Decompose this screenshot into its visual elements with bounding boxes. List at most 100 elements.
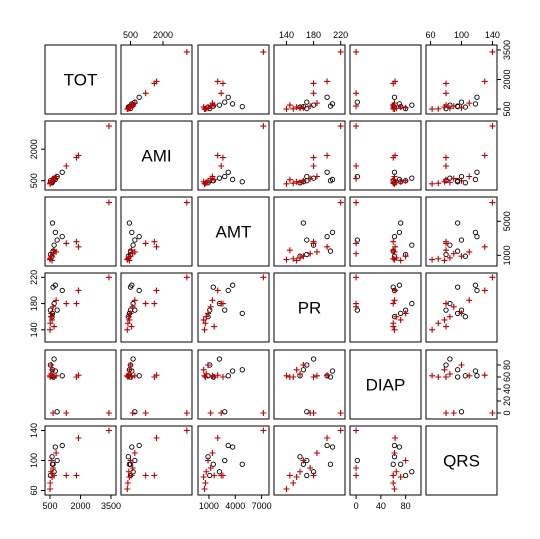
data-point-plus: [300, 457, 307, 464]
data-point-plus: [337, 427, 344, 434]
data-point-plus: [211, 472, 218, 479]
data-point-circle: [59, 373, 65, 379]
data-point-plus: [313, 372, 320, 379]
data-point-plus: [429, 180, 436, 187]
data-point-plus: [125, 468, 132, 475]
data-point-circle: [216, 356, 223, 362]
data-point-plus: [153, 435, 160, 441]
data-point-plus: [297, 254, 304, 261]
data-point-plus: [293, 366, 300, 373]
data-point-plus: [481, 152, 488, 159]
data-point-plus: [458, 310, 465, 317]
panel-frame: [44, 349, 117, 420]
tick-label-bottom-DIAP: 40: [376, 501, 386, 511]
data-point-circle: [396, 101, 403, 107]
data-point-plus: [402, 457, 409, 464]
data-point-plus: [203, 313, 210, 320]
data-point-plus: [214, 435, 221, 441]
data-point-plus: [75, 372, 82, 379]
data-point-plus: [283, 486, 290, 492]
panel-frame: [120, 120, 193, 191]
data-point-circle: [354, 457, 360, 464]
data-point-plus: [125, 313, 132, 320]
data-point-plus: [443, 163, 450, 169]
data-point-circle: [304, 173, 310, 180]
tick-label-right-TOT: 500: [502, 102, 512, 117]
panel-frame: [120, 349, 193, 420]
data-point-plus: [310, 154, 317, 161]
data-point-circle: [136, 287, 142, 294]
data-point-circle: [472, 176, 479, 183]
data-point-plus: [458, 104, 465, 111]
data-point-plus: [443, 90, 450, 97]
data-point-plus: [307, 465, 314, 471]
data-point-circle: [216, 469, 223, 475]
data-point-circle: [210, 461, 216, 467]
data-point-plus: [200, 366, 207, 373]
tick-label-right-TOT: 3500: [502, 40, 512, 60]
data-point-plus: [127, 362, 134, 368]
data-point-plus: [203, 468, 210, 475]
data-point-plus: [481, 78, 488, 85]
data-point-plus: [300, 362, 307, 368]
data-point-circle: [472, 282, 479, 288]
panel-frame: [197, 120, 270, 191]
variable-label-AMI: AMI: [141, 147, 171, 166]
data-point-circle: [354, 307, 360, 313]
data-point-plus: [73, 472, 80, 479]
data-point-circle: [472, 368, 479, 374]
tick-label-right-TOT: 2000: [502, 69, 512, 89]
data-point-circle: [216, 102, 223, 108]
data-point-plus: [47, 371, 54, 377]
data-point-plus: [466, 372, 473, 379]
data-point-plus: [47, 320, 54, 327]
panel-TOT-vs-QRS: [425, 44, 498, 115]
data-point-plus: [209, 173, 216, 180]
panel-PR-vs-TOT: [44, 272, 117, 343]
data-point-plus: [397, 104, 404, 111]
panel-AMT-vs-DIAP: [349, 196, 422, 267]
data-point-plus: [353, 250, 360, 257]
data-point-circle: [130, 356, 136, 362]
panel-frame: [349, 425, 422, 496]
data-point-plus: [260, 48, 267, 55]
data-point-plus: [293, 104, 300, 111]
data-point-plus: [435, 105, 442, 112]
data-point-circle: [207, 307, 213, 313]
data-point-plus: [49, 316, 56, 323]
data-point-circle: [409, 175, 415, 181]
data-point-circle: [126, 461, 133, 467]
data-point-plus: [205, 362, 212, 368]
data-point-circle: [229, 282, 236, 288]
data-point-plus: [310, 374, 317, 380]
panel-AMI-vs-PR: [273, 120, 346, 191]
data-point-plus: [390, 480, 397, 486]
data-point-circle: [51, 300, 57, 307]
data-point-plus: [48, 310, 55, 317]
panel-frame: [44, 425, 117, 496]
panel-DIAP-vs-AMT: [197, 349, 270, 420]
data-point-plus: [443, 154, 450, 161]
data-point-plus: [219, 472, 226, 479]
data-point-circle: [126, 220, 133, 226]
panel-frame: [197, 44, 270, 115]
data-point-circle: [474, 233, 480, 240]
data-point-plus: [218, 90, 225, 97]
panel-AMT-vs-TOT: [44, 196, 117, 267]
data-point-circle: [329, 368, 336, 374]
tick-label-right-DIAP: 0: [502, 410, 512, 415]
data-point-plus: [397, 316, 404, 323]
data-point-plus: [142, 240, 149, 247]
data-point-circle: [225, 94, 231, 100]
panel-AMT-vs-AMT: AMT: [197, 196, 270, 267]
data-point-circle: [136, 233, 142, 240]
data-point-plus: [105, 199, 112, 206]
data-point-plus: [307, 103, 314, 110]
data-point-plus: [153, 287, 160, 294]
panel-DIAP-vs-AMI: [120, 349, 193, 420]
data-point-plus: [402, 253, 409, 260]
data-point-circle: [49, 454, 55, 460]
panel-frame: [273, 120, 346, 191]
data-point-plus: [124, 480, 131, 486]
data-point-plus: [211, 323, 218, 330]
